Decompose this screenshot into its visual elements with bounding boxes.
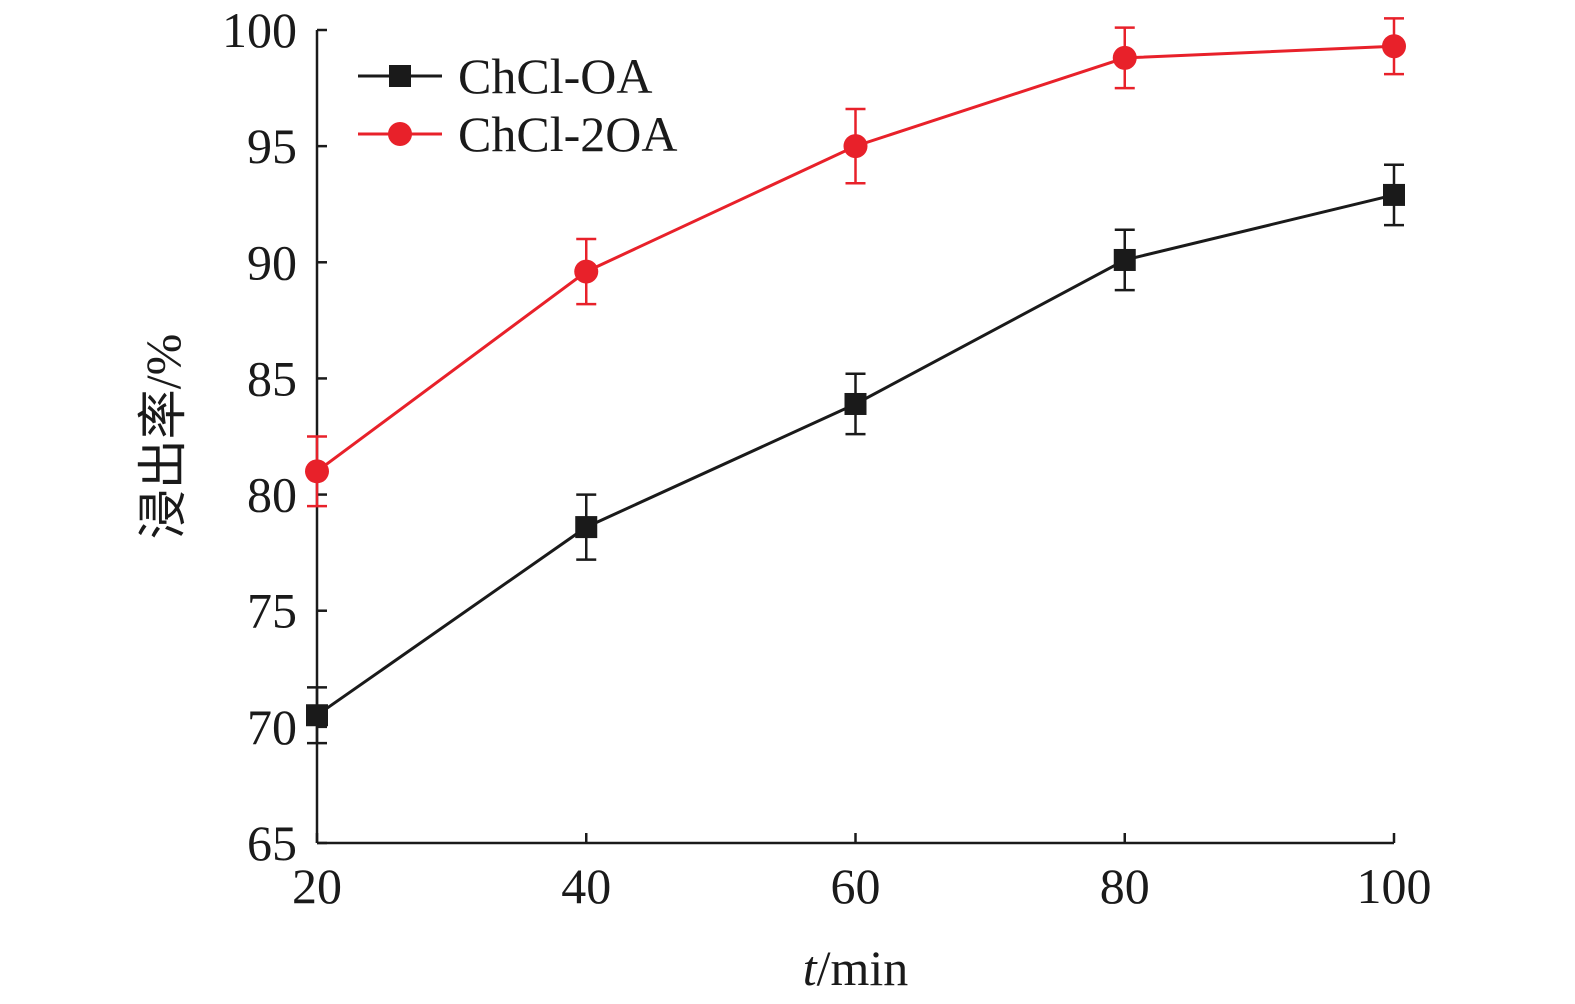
series-2 <box>305 17 1406 508</box>
y-tick-label: 80 <box>247 467 297 523</box>
y-tick-label: 75 <box>247 583 297 639</box>
data-point-square <box>306 704 328 727</box>
y-tick-label: 90 <box>247 234 297 290</box>
x-tick-label: 20 <box>292 858 342 914</box>
y-axis-title: 浸出率/% <box>135 334 191 540</box>
x-tick-label: 80 <box>1100 858 1150 914</box>
y-tick-label: 100 <box>222 2 297 58</box>
data-point-square <box>1383 183 1405 206</box>
legend-label: ChCl-OA <box>458 48 652 104</box>
legend-marker-square <box>389 65 411 87</box>
y-tick-label: 70 <box>247 699 297 755</box>
data-point-square <box>575 516 598 539</box>
legend-marker-circle <box>388 122 412 146</box>
series-1 <box>306 163 1405 745</box>
data-point-square <box>844 392 867 415</box>
data-point-circle <box>305 459 329 484</box>
y-tick-label: 65 <box>247 815 297 871</box>
data-point-square <box>1113 248 1136 271</box>
data-point-circle <box>1112 45 1137 70</box>
legend-label: ChCl-2OA <box>458 106 677 162</box>
y-tick-label: 85 <box>247 350 297 406</box>
x-axis-title-variable: t <box>803 940 818 996</box>
x-tick-label: 100 <box>1357 858 1432 914</box>
x-axis-title-unit: /min <box>817 940 909 996</box>
x-axis-title: t/min <box>803 940 909 996</box>
series-line <box>316 193 1395 717</box>
x-tick-label: 40 <box>561 858 611 914</box>
x-tick-label: 60 <box>831 858 881 914</box>
y-tick-label: 95 <box>247 118 297 174</box>
legend-item-1: ChCl-OA <box>358 48 652 104</box>
data-point-circle <box>1382 34 1406 59</box>
axes: 65 70 75 80 85 90 95 100 20 40 60 80 100 <box>222 2 1432 914</box>
data-point-circle <box>574 259 599 284</box>
legend-item-2: ChCl-2OA <box>358 106 677 162</box>
data-point-circle <box>843 134 868 159</box>
series-layer <box>305 17 1406 745</box>
